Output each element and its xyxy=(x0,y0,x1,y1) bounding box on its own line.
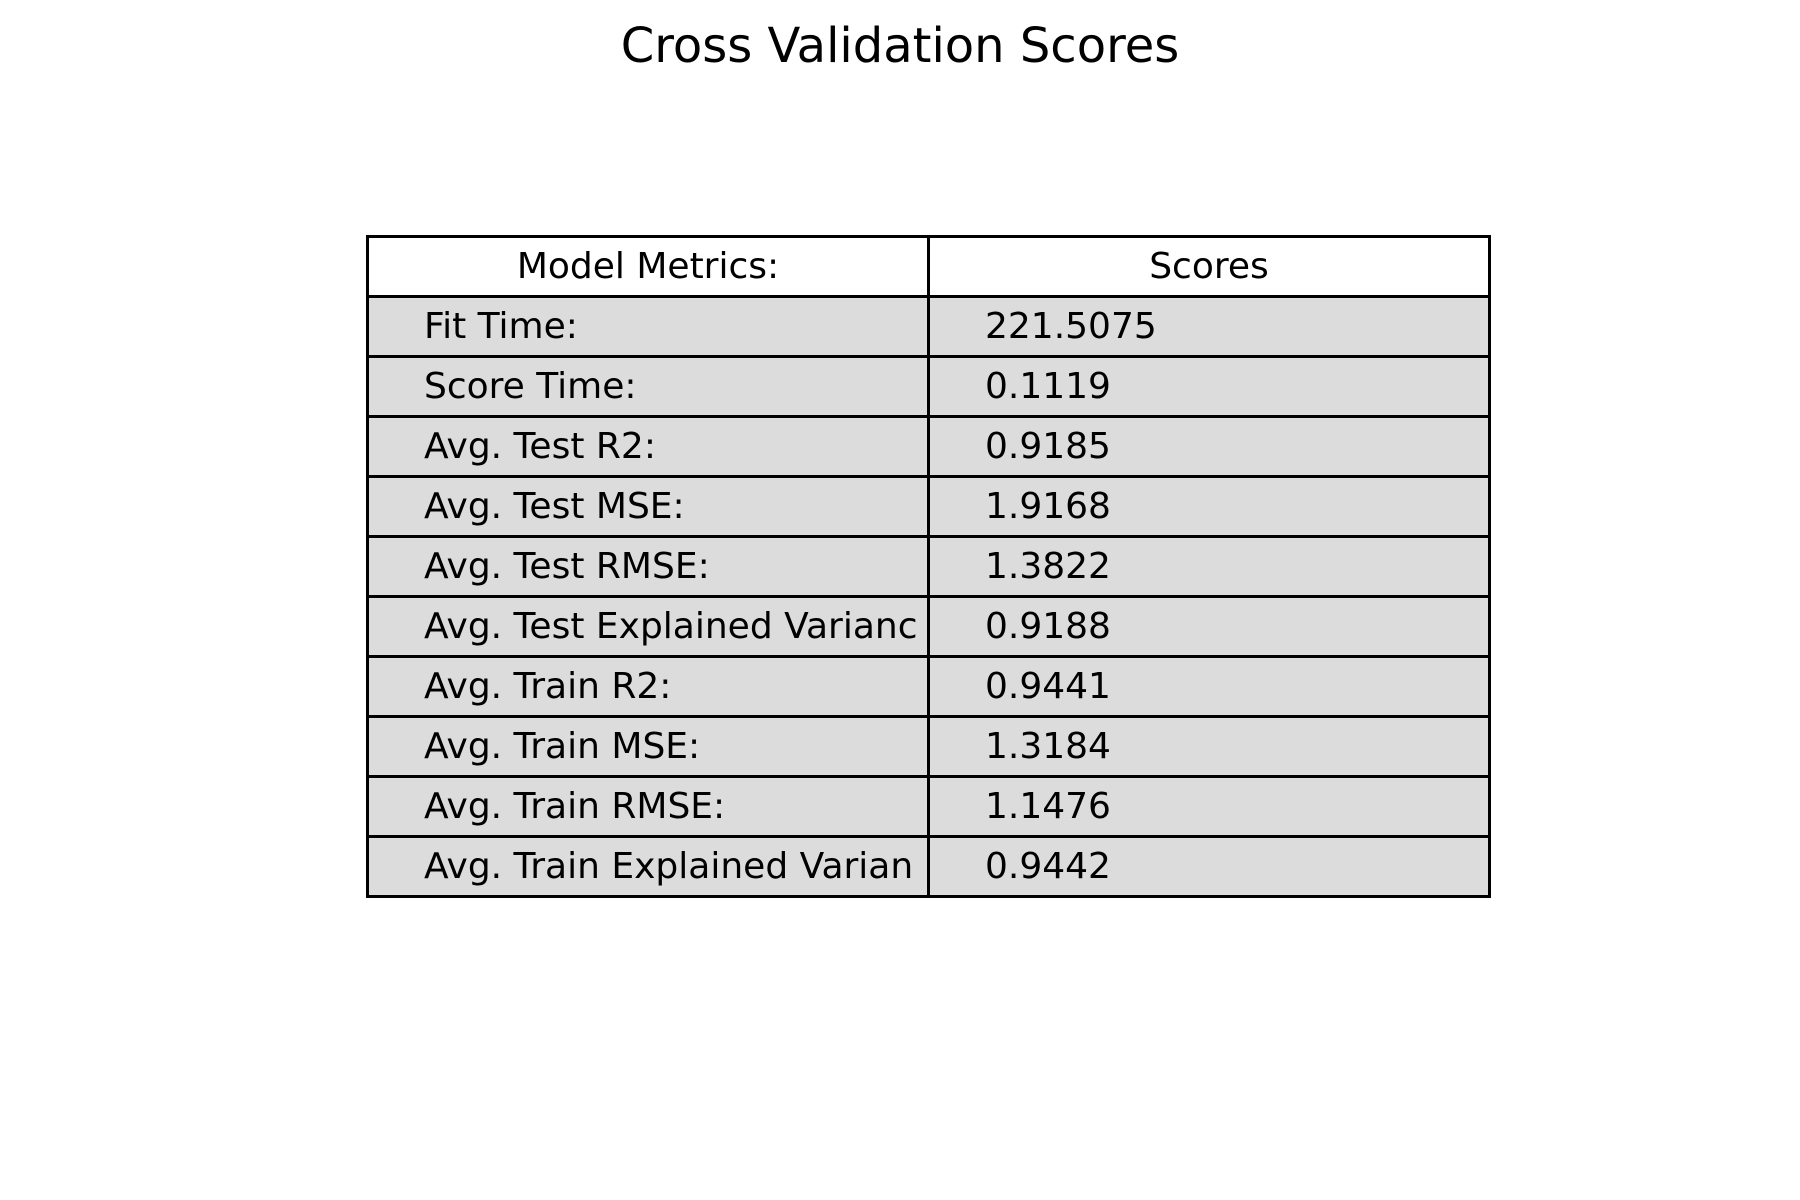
table-row: Avg. Test RMSE: 1.3822 xyxy=(366,535,1491,598)
score-value-cell: 0.9442 xyxy=(927,835,1491,898)
metrics-table: Model Metrics: Scores Fit Time: 221.5075… xyxy=(366,235,1491,898)
metric-name-cell: Avg. Train R2: xyxy=(366,655,930,718)
metric-name-cell: Avg. Test Explained Varianc xyxy=(366,595,930,658)
table-row: Avg. Train MSE: 1.3184 xyxy=(366,715,1491,778)
score-value-cell: 1.3184 xyxy=(927,715,1491,778)
table-row: Score Time: 0.1119 xyxy=(366,355,1491,418)
metric-name-cell: Avg. Test MSE: xyxy=(366,475,930,538)
table-row: Avg. Test R2: 0.9185 xyxy=(366,415,1491,478)
score-value-cell: 1.1476 xyxy=(927,775,1491,838)
table-row: Avg. Train R2: 0.9441 xyxy=(366,655,1491,718)
table-body: Fit Time: 221.5075 Score Time: 0.1119 Av… xyxy=(366,295,1491,898)
table-header-row: Model Metrics: Scores xyxy=(366,235,1491,298)
metric-name-cell: Avg. Train RMSE: xyxy=(366,775,930,838)
column-header-metrics: Model Metrics: xyxy=(366,235,930,298)
score-value-cell: 1.9168 xyxy=(927,475,1491,538)
metric-name-cell: Avg. Train Explained Varian xyxy=(366,835,930,898)
score-value-cell: 0.1119 xyxy=(927,355,1491,418)
metric-name-cell: Avg. Test R2: xyxy=(366,415,930,478)
score-value-cell: 1.3822 xyxy=(927,535,1491,598)
metric-name-cell: Avg. Train MSE: xyxy=(366,715,930,778)
column-header-scores: Scores xyxy=(927,235,1491,298)
table-row: Avg. Train Explained Varian 0.9442 xyxy=(366,835,1491,898)
table-row: Avg. Test MSE: 1.9168 xyxy=(366,475,1491,538)
table-row: Avg. Train RMSE: 1.1476 xyxy=(366,775,1491,838)
score-value-cell: 221.5075 xyxy=(927,295,1491,358)
metric-name-cell: Score Time: xyxy=(366,355,930,418)
table-row: Avg. Test Explained Varianc 0.9188 xyxy=(366,595,1491,658)
chart-title: Cross Validation Scores xyxy=(620,18,1180,74)
metric-name-cell: Avg. Test RMSE: xyxy=(366,535,930,598)
metric-name-cell: Fit Time: xyxy=(366,295,930,358)
table-row: Fit Time: 221.5075 xyxy=(366,295,1491,358)
score-value-cell: 0.9185 xyxy=(927,415,1491,478)
score-value-cell: 0.9188 xyxy=(927,595,1491,658)
score-value-cell: 0.9441 xyxy=(927,655,1491,718)
metrics-table-frame: Model Metrics: Scores Fit Time: 221.5075… xyxy=(366,235,1491,963)
